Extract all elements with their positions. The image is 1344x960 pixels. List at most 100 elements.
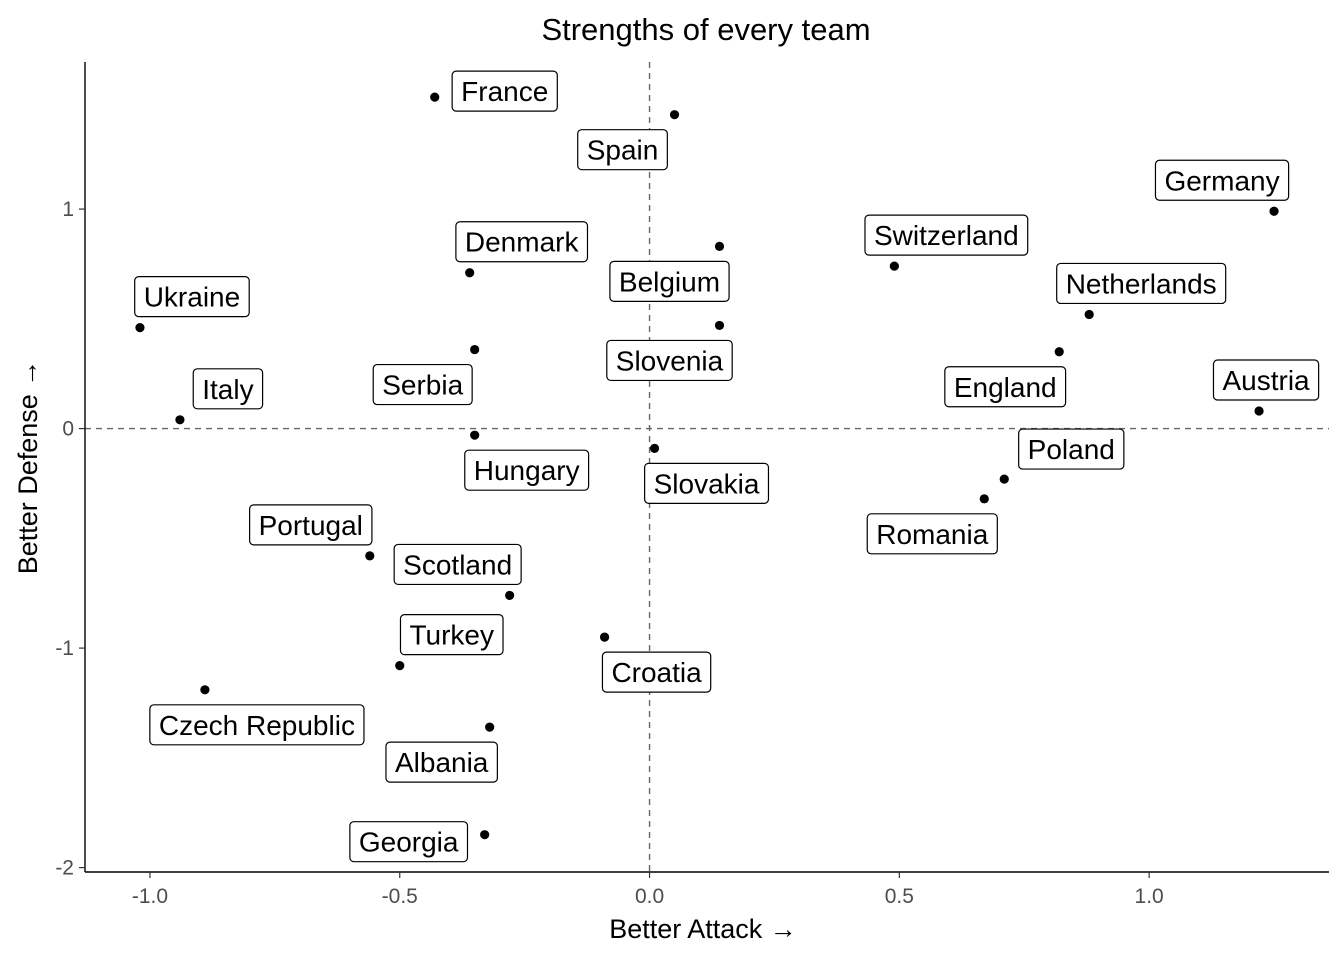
label-box xyxy=(372,363,473,406)
label-georgia: Georgia xyxy=(349,821,469,863)
point-hungary xyxy=(470,430,480,440)
label-box xyxy=(609,260,730,302)
point-serbia xyxy=(470,344,480,355)
label-netherlands: Netherlands xyxy=(1056,262,1227,305)
label-turkey: Turkey xyxy=(399,614,504,656)
label-poland: Poland xyxy=(1018,428,1125,470)
label-box xyxy=(1018,428,1125,470)
label-box xyxy=(944,366,1067,408)
point-label-text: Turkey xyxy=(409,620,494,651)
point-switzerland xyxy=(889,261,899,271)
point-label-text: Georgia xyxy=(359,827,459,858)
label-portugal: Portugal xyxy=(249,504,373,546)
label-czech-republic: Czech Republic xyxy=(149,704,365,746)
label-germany: Germany xyxy=(1154,159,1290,201)
point-france xyxy=(430,92,440,102)
point-ukraine xyxy=(135,323,145,333)
label-box xyxy=(249,504,373,546)
label-belgium: Belgium xyxy=(609,260,730,302)
point-label-text: Hungary xyxy=(474,455,580,486)
point-label-text: Scotland xyxy=(403,549,512,580)
label-box xyxy=(1154,159,1290,201)
label-box xyxy=(134,276,250,318)
point-label-text: Slovakia xyxy=(654,468,760,499)
label-box xyxy=(864,214,1029,256)
point-label-text: Austria xyxy=(1222,365,1310,396)
y-tick-label: 0 xyxy=(62,418,74,441)
label-albania: Albania xyxy=(385,741,498,783)
point-label-text: Switzerland xyxy=(874,220,1019,251)
point-denmark xyxy=(465,268,475,278)
data-points xyxy=(135,92,1279,840)
point-label-text: Croatia xyxy=(611,657,702,688)
label-scotland: Scotland xyxy=(393,543,522,586)
label-hungary: Hungary xyxy=(464,449,590,491)
y-tick-label: 1 xyxy=(62,198,74,221)
point-label-text: Netherlands xyxy=(1066,268,1217,299)
label-box xyxy=(385,741,498,783)
label-box xyxy=(393,543,522,586)
label-ukraine: Ukraine xyxy=(134,276,250,318)
point-label-text: Czech Republic xyxy=(159,710,355,741)
label-box xyxy=(349,821,469,863)
label-croatia: Croatia xyxy=(601,651,712,693)
point-albania xyxy=(485,722,495,732)
point-poland xyxy=(999,474,1009,484)
label-box xyxy=(192,368,264,410)
label-austria: Austria xyxy=(1212,359,1320,401)
x-tick-label: -0.5 xyxy=(382,885,418,908)
label-box xyxy=(399,614,504,656)
point-label-text: France xyxy=(461,76,548,107)
point-belgium xyxy=(714,241,725,251)
point-scotland xyxy=(505,590,515,601)
point-label-text: Serbia xyxy=(382,370,463,401)
label-france: France xyxy=(451,70,558,112)
reference-lines xyxy=(85,62,1329,872)
label-box xyxy=(577,129,668,171)
point-portugal xyxy=(365,551,375,561)
label-box xyxy=(606,339,733,382)
label-denmark: Denmark xyxy=(455,221,589,263)
label-box xyxy=(464,449,590,491)
label-box xyxy=(149,704,365,746)
point-england xyxy=(1054,347,1064,357)
point-netherlands xyxy=(1084,309,1094,320)
label-box xyxy=(644,462,770,504)
label-romania: Romania xyxy=(866,513,998,555)
point-spain xyxy=(669,110,680,120)
label-spain: Spain xyxy=(577,129,668,171)
point-label-text: England xyxy=(954,372,1057,403)
x-axis-ticks: -1.0 -0.5 0.0 0.5 1.0 xyxy=(132,872,1164,908)
point-italy xyxy=(175,415,185,425)
point-austria xyxy=(1254,406,1264,416)
point-turkey xyxy=(395,661,405,671)
point-label-text: Romania xyxy=(876,519,988,550)
label-italy: Italy xyxy=(192,368,264,410)
point-label-text: Spain xyxy=(587,135,659,166)
point-label-text: Germany xyxy=(1164,165,1279,196)
y-axis-title: Better Defense → xyxy=(13,360,43,575)
y-axis-ticks: -2 -1 0 1 xyxy=(55,198,85,880)
point-label-text: Portugal xyxy=(259,510,363,541)
label-box xyxy=(451,70,558,112)
point-slovenia xyxy=(714,320,725,331)
y-tick-label: -1 xyxy=(55,637,74,660)
point-label-text: Italy xyxy=(202,374,253,405)
y-tick-label: -2 xyxy=(55,857,74,880)
x-axis-title: Better Attack → xyxy=(609,914,797,944)
point-germany xyxy=(1269,206,1279,216)
label-box xyxy=(601,651,712,693)
label-box xyxy=(1056,262,1227,305)
chart-title: Strengths of every team xyxy=(541,12,870,47)
x-tick-label: 0.5 xyxy=(885,885,914,908)
label-box xyxy=(455,221,589,263)
point-labels: France Spain Germany Denmark Belgium Switzerl… xyxy=(134,70,1320,863)
point-label-text: Ukraine xyxy=(144,282,240,313)
point-label-text: Slovenia xyxy=(616,345,724,376)
point-label-text: Poland xyxy=(1028,434,1115,465)
label-switzerland: Switzerland xyxy=(864,214,1029,256)
x-tick-label: 1.0 xyxy=(1135,885,1164,908)
point-czech-republic xyxy=(200,685,210,695)
point-romania xyxy=(979,494,989,504)
